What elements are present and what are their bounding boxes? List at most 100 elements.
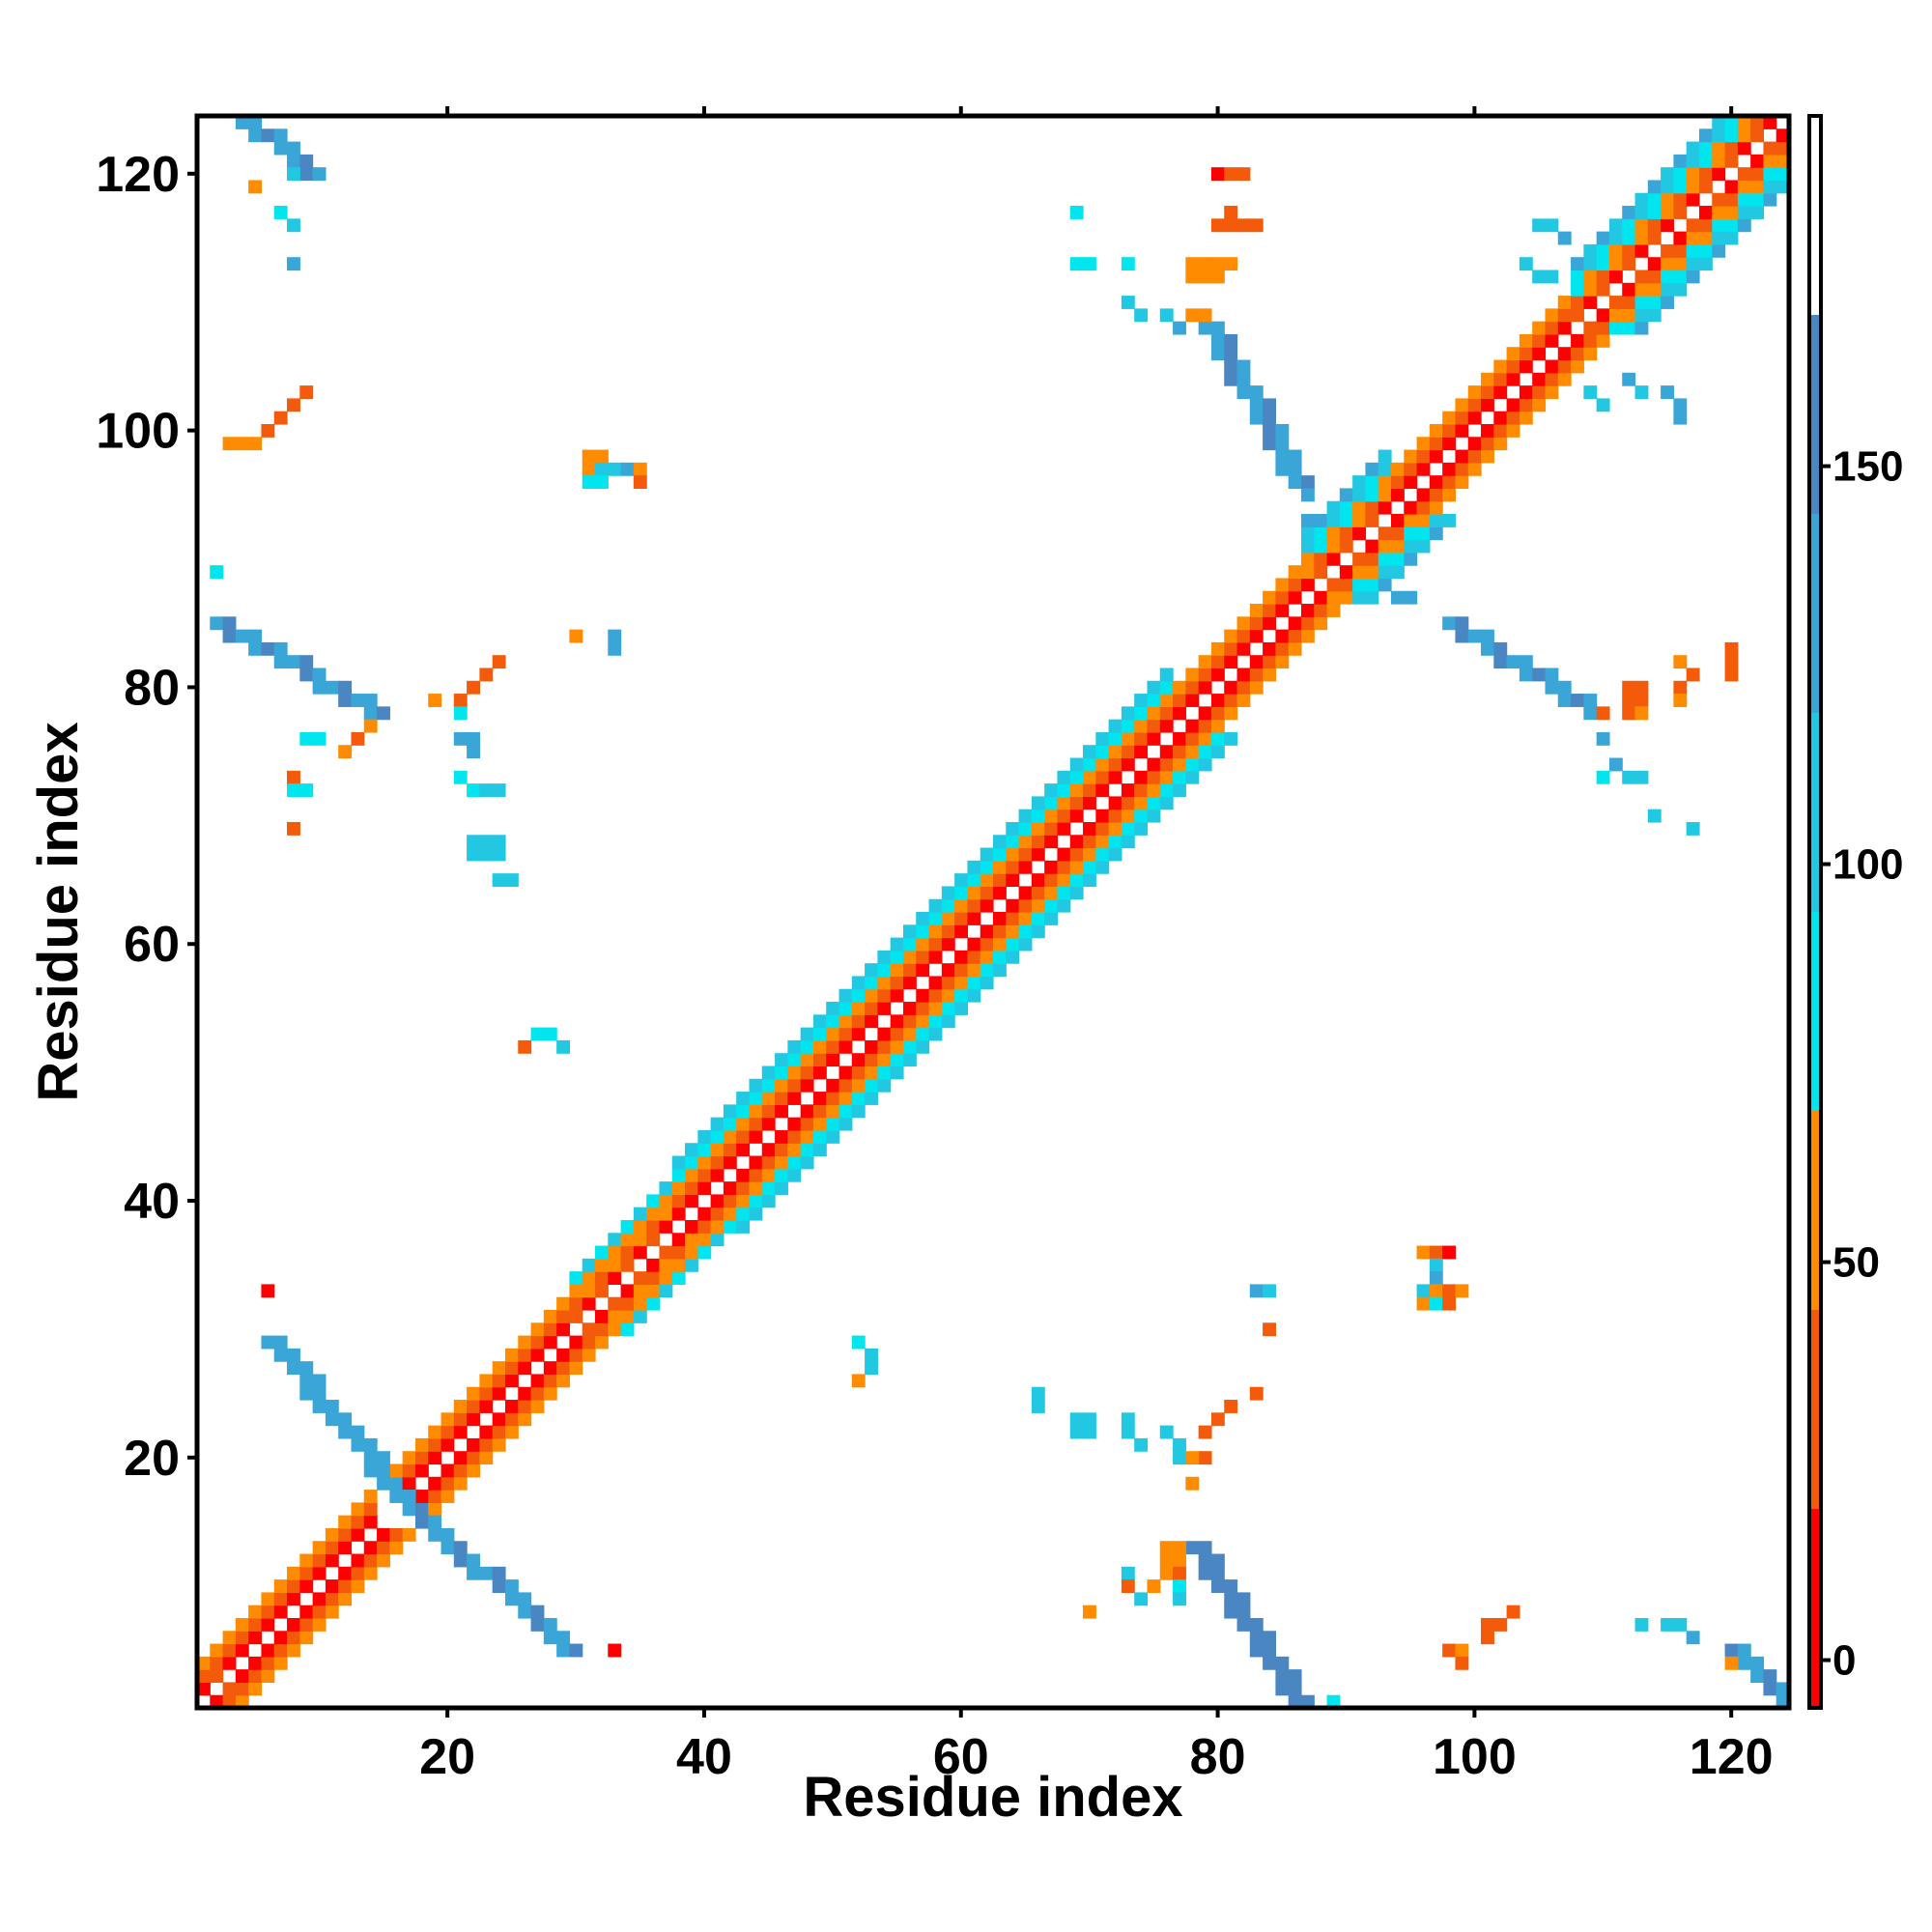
colorbar: 0 50 100 150 <box>1807 114 1903 1710</box>
heatmap-cell <box>1429 475 1443 490</box>
heatmap-cell <box>993 886 1007 900</box>
heatmap-cell <box>1661 1617 1674 1632</box>
heatmap-cell <box>363 1451 378 1465</box>
heatmap-cell <box>1724 180 1739 194</box>
heatmap-cell <box>1557 231 1572 245</box>
heatmap-cell <box>248 641 263 656</box>
heatmap-cell <box>518 1361 532 1376</box>
heatmap-cell <box>1750 154 1765 168</box>
heatmap-cell <box>518 1386 532 1401</box>
heatmap-cell <box>338 1579 353 1593</box>
heatmap-cell <box>1288 1669 1302 1684</box>
heatmap-cell <box>1750 192 1765 207</box>
heatmap-cell <box>287 770 300 784</box>
heatmap-cell <box>1404 552 1418 566</box>
heatmap-cell <box>1018 898 1033 913</box>
heatmap-cell <box>890 1014 904 1029</box>
heatmap-cell <box>749 1092 763 1105</box>
heatmap-cell <box>467 1451 480 1465</box>
heatmap-cell <box>1083 783 1096 797</box>
heatmap-cell <box>479 1566 494 1580</box>
heatmap-cell <box>1455 475 1469 490</box>
heatmap-cell <box>402 1502 416 1517</box>
heatmap-cell <box>1365 488 1379 502</box>
heatmap-cell <box>287 1579 300 1593</box>
heatmap-cell <box>838 1117 853 1131</box>
heatmap-cell <box>1044 796 1059 810</box>
heatmap-cell <box>453 694 468 707</box>
heatmap-cell <box>582 1348 596 1362</box>
heatmap-cell <box>1095 860 1110 874</box>
heatmap-cell <box>1724 116 1739 129</box>
heatmap-cell <box>1442 1643 1457 1658</box>
heatmap-cell <box>967 937 981 952</box>
heatmap-cell <box>1108 719 1122 733</box>
heatmap-cell <box>1455 1284 1469 1298</box>
heatmap-cell <box>1686 668 1700 682</box>
heatmap-cell <box>1481 1631 1494 1645</box>
heatmap-cell <box>1596 321 1610 335</box>
heatmap-cell <box>812 1027 827 1041</box>
heatmap-cell <box>299 1553 314 1568</box>
colorbar-segment <box>1809 116 1821 315</box>
heatmap-cell <box>414 1515 429 1529</box>
heatmap-cell <box>865 1039 878 1054</box>
heatmap-cell <box>1634 680 1649 695</box>
heatmap-cell <box>569 629 583 643</box>
heatmap-cell <box>467 1437 480 1452</box>
heatmap-cell <box>1198 257 1212 271</box>
heatmap-cell <box>1134 308 1149 323</box>
heatmap-cell <box>1185 731 1200 746</box>
heatmap-cell <box>838 1014 853 1029</box>
heatmap-cell <box>787 1117 802 1131</box>
heatmap-cell <box>1583 333 1598 348</box>
heatmap-cell <box>299 668 314 682</box>
heatmap-cell <box>736 1129 751 1144</box>
heatmap-cell <box>993 912 1007 925</box>
x-axis-title: Residue index <box>803 1766 1182 1829</box>
heatmap-cell <box>1365 514 1379 527</box>
heatmap-cell <box>235 1631 249 1645</box>
heatmap-cell <box>377 1541 390 1555</box>
heatmap-cell <box>1326 604 1341 617</box>
heatmap-cell <box>954 886 969 900</box>
heatmap-cell <box>556 1361 571 1376</box>
heatmap-cell <box>1185 668 1200 682</box>
heatmap-cell <box>1121 821 1135 836</box>
heatmap-cell <box>954 963 969 978</box>
heatmap-cell <box>1300 552 1315 566</box>
heatmap-cell <box>1712 167 1726 182</box>
heatmap-cell <box>1673 270 1688 284</box>
heatmap-cell <box>877 988 892 1003</box>
heatmap-cell <box>402 1490 416 1503</box>
heatmap-cell <box>1224 257 1238 271</box>
heatmap-cell <box>440 1527 455 1542</box>
heatmap-cell <box>1224 1400 1238 1413</box>
heatmap-cell <box>428 1437 442 1452</box>
heatmap-cell <box>1571 347 1584 361</box>
heatmap-cell <box>530 1374 545 1388</box>
heatmap-cell <box>479 1425 494 1439</box>
heatmap-cell <box>210 616 224 631</box>
heatmap-cell <box>1545 668 1559 682</box>
heatmap-cell <box>608 1233 622 1247</box>
heatmap-cell <box>261 128 275 143</box>
heatmap-cell <box>941 886 955 900</box>
heatmap-cell <box>1134 821 1149 836</box>
heatmap-cell <box>1185 308 1200 323</box>
heatmap-cell <box>492 847 506 862</box>
heatmap-cell <box>1698 154 1713 168</box>
heatmap-cell <box>210 1656 224 1670</box>
heatmap-cell <box>1185 270 1200 284</box>
heatmap-cell <box>1519 333 1533 348</box>
heatmap-cell <box>1236 218 1251 233</box>
heatmap-cell <box>595 1245 609 1260</box>
heatmap-cell <box>556 1374 571 1388</box>
heatmap-cell <box>761 1194 776 1208</box>
heatmap-cell <box>363 1541 378 1555</box>
heatmap-cell <box>723 1207 737 1221</box>
heatmap-cell <box>1198 757 1212 772</box>
heatmap-cell <box>1391 488 1405 502</box>
heatmap-cell <box>1198 731 1212 746</box>
heatmap-cell <box>800 1065 814 1080</box>
